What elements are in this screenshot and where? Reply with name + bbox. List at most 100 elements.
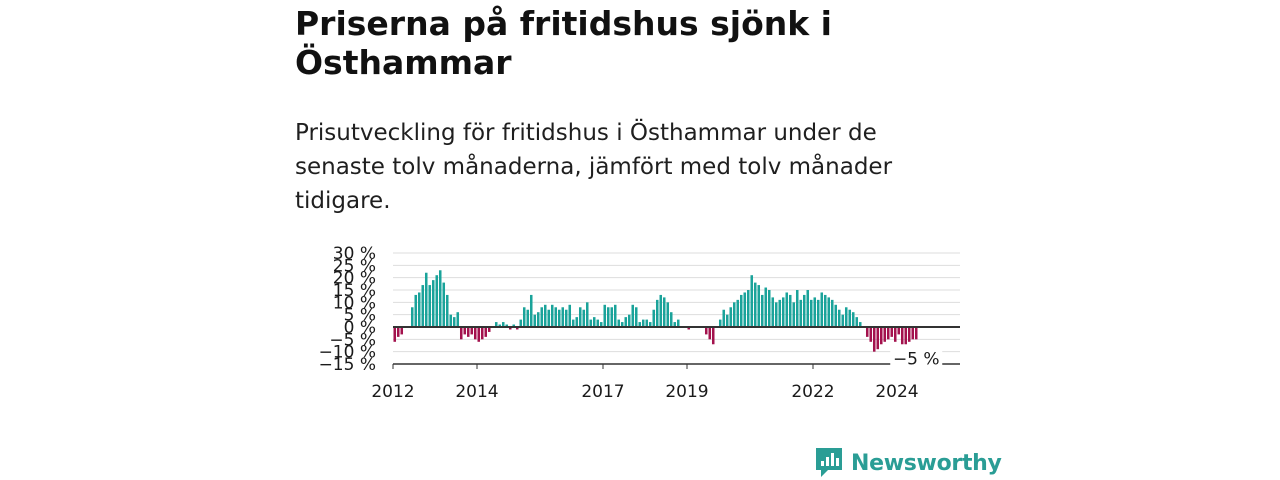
- bar: [442, 282, 446, 327]
- bars: [393, 270, 918, 352]
- bar: [501, 322, 505, 327]
- bar: [463, 327, 467, 335]
- bar: [848, 309, 852, 327]
- bar: [547, 309, 551, 327]
- bar: [907, 327, 911, 342]
- bar: [596, 319, 600, 327]
- bar: [865, 327, 869, 337]
- bar: [729, 307, 733, 327]
- bar: [851, 312, 855, 327]
- bar: [421, 285, 425, 327]
- bar: [550, 304, 554, 327]
- bar: [904, 327, 908, 345]
- bar: [666, 302, 670, 327]
- y-axis-labels: 30 %25 %20 %15 %10 %5 %0 %−5 %−10 %−15 %: [319, 244, 376, 375]
- y-tick-label: 25 %: [333, 256, 376, 276]
- bar: [781, 297, 785, 327]
- bar: [827, 297, 831, 327]
- bar: [890, 327, 894, 337]
- bar: [788, 294, 792, 327]
- bar: [704, 327, 708, 335]
- bar: [750, 275, 754, 327]
- bar: [578, 307, 582, 327]
- x-tick-label: 2024: [875, 382, 918, 402]
- bar: [494, 322, 498, 327]
- bar: [519, 319, 523, 327]
- bar: [554, 307, 558, 327]
- bar: [648, 322, 652, 327]
- bar: [536, 312, 540, 327]
- bar: [592, 317, 596, 327]
- bar: [529, 294, 533, 327]
- bar: [662, 297, 666, 327]
- brand-name: Newsworthy: [851, 450, 1002, 476]
- bar: [767, 290, 771, 327]
- bar: [452, 317, 456, 327]
- bar: [774, 302, 778, 327]
- x-tick-label: 2022: [791, 382, 834, 402]
- bar: [473, 327, 477, 340]
- x-tick-label: 2012: [371, 382, 414, 402]
- bar: [806, 290, 810, 327]
- bar: [522, 307, 526, 327]
- bar: [557, 309, 561, 327]
- bar: [757, 285, 761, 327]
- bar: [816, 299, 820, 327]
- bar: [778, 299, 782, 327]
- bar: [886, 327, 890, 340]
- y-tick-label: −10 %: [319, 343, 376, 363]
- bar: [655, 299, 659, 327]
- bar-chart-speech-icon: [816, 448, 842, 477]
- bar: [428, 285, 432, 327]
- chart-title: Priserna på fritidshus sjönk i Östhammar: [295, 4, 832, 82]
- bar: [505, 324, 509, 327]
- x-tick-label: 2019: [665, 382, 708, 402]
- bar: [582, 309, 586, 327]
- bar: [708, 327, 712, 340]
- bar: [732, 302, 736, 327]
- chart-subtitle: Prisutveckling för fritidshus i Östhamma…: [295, 120, 893, 214]
- bar: [893, 327, 897, 342]
- y-tick-label: 15 %: [333, 281, 376, 301]
- bar: [830, 299, 834, 327]
- bar: [676, 319, 680, 327]
- bar: [834, 304, 838, 327]
- bar: [718, 319, 722, 327]
- bar: [673, 322, 677, 327]
- bar: [414, 294, 418, 327]
- bar: [771, 297, 775, 327]
- bar: [617, 319, 621, 327]
- bar: [876, 327, 880, 350]
- bar: [575, 317, 579, 327]
- bar: [564, 309, 568, 327]
- bar: [627, 314, 631, 327]
- y-tick-label: −15 %: [319, 355, 376, 375]
- x-tick-label: 2017: [581, 382, 624, 402]
- bar: [459, 327, 463, 340]
- bar: [753, 282, 757, 327]
- bar: [739, 294, 743, 327]
- bar: [879, 327, 883, 345]
- bar: [855, 317, 859, 327]
- brand-logo: Newsworthy: [814, 446, 1002, 480]
- bar: [813, 297, 817, 327]
- bar: [456, 312, 460, 327]
- bar: [792, 302, 796, 327]
- bar: [396, 327, 400, 337]
- bar: [711, 327, 715, 345]
- bar: [911, 327, 915, 340]
- annotations: −5 %: [890, 347, 943, 370]
- bar: [487, 327, 491, 332]
- bar: [634, 307, 638, 327]
- bar: [652, 309, 656, 327]
- bar: [687, 327, 691, 330]
- bar: [561, 307, 565, 327]
- bar: [746, 290, 750, 327]
- bar: [470, 327, 474, 335]
- bar: [508, 327, 512, 330]
- bar: [900, 327, 904, 345]
- bar: [610, 307, 614, 327]
- bar: [858, 322, 862, 327]
- bar: [477, 327, 481, 342]
- bar: [883, 327, 887, 342]
